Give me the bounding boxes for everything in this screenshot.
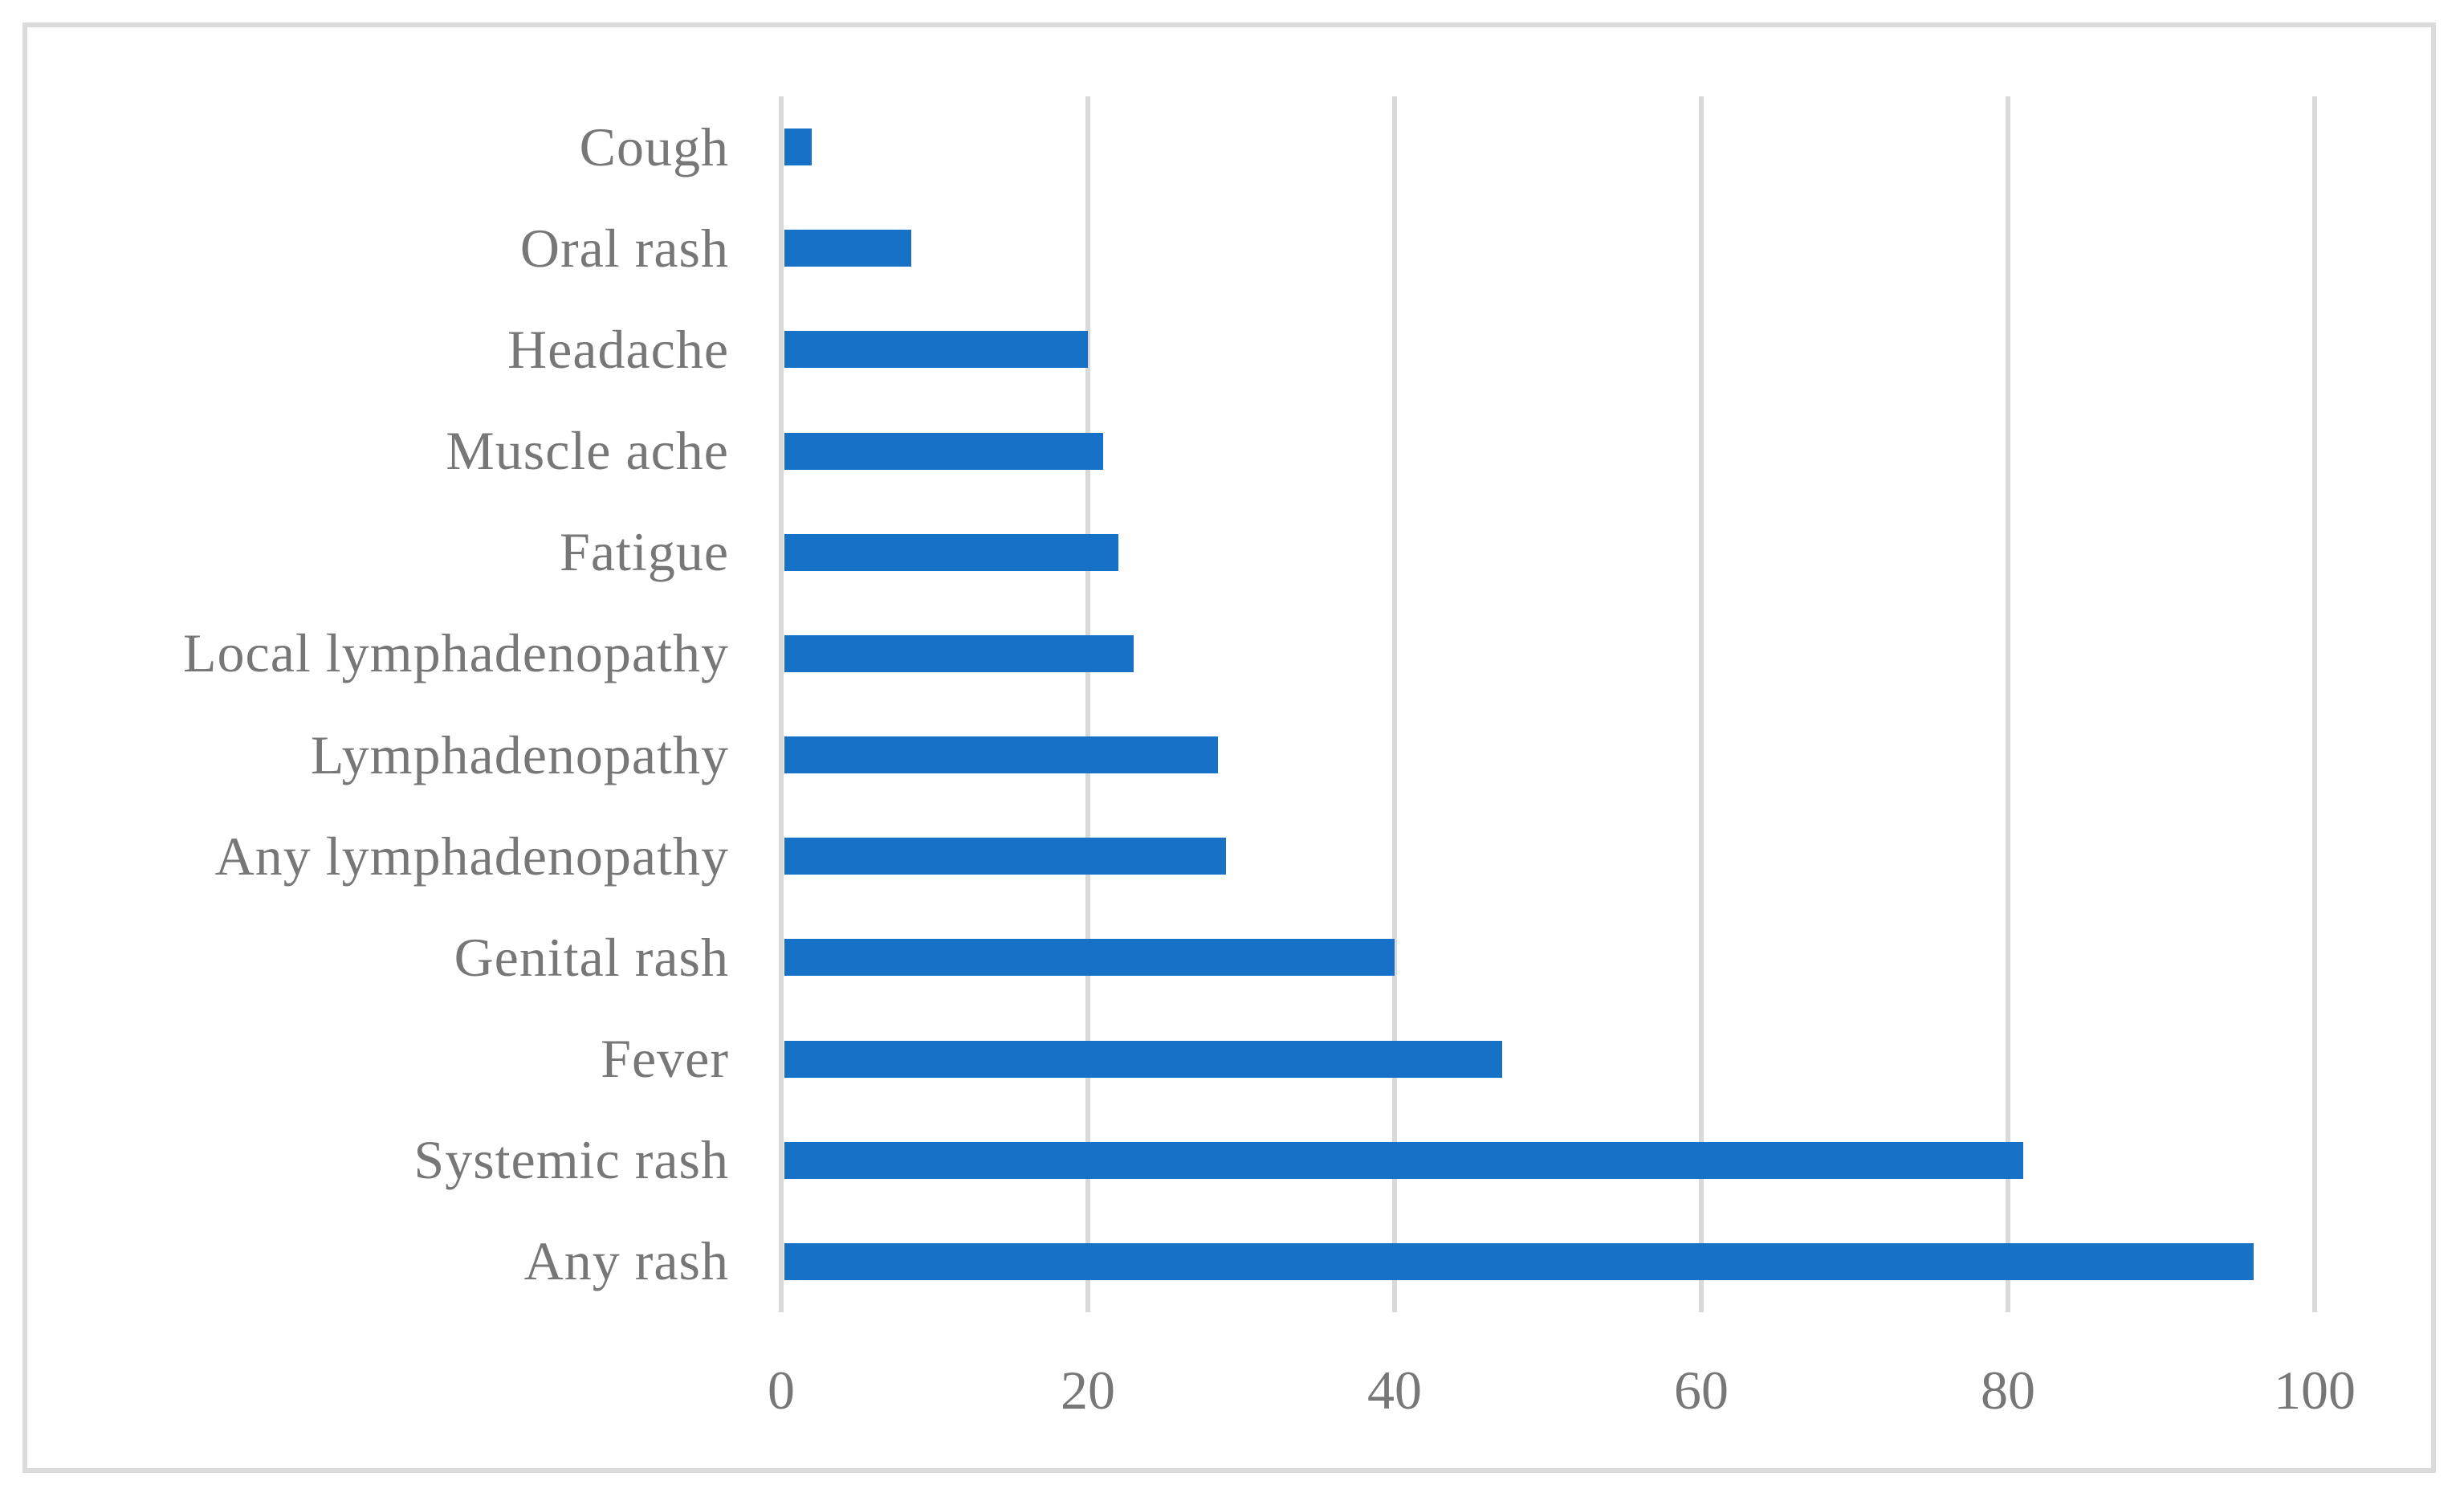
bar-local-lymphadenopathy xyxy=(784,634,1134,672)
bar-genital-rash xyxy=(784,939,1395,977)
x-tick-label-80: 80 xyxy=(1981,1360,2035,1421)
x-tick-label-40: 40 xyxy=(1367,1360,1422,1421)
category-label-systemic-rash: Systemic rash xyxy=(413,1129,729,1191)
bar-cough xyxy=(784,128,813,166)
x-tick-label-20: 20 xyxy=(1061,1360,1115,1421)
gridline-20 xyxy=(1085,96,1090,1312)
category-label-fever: Fever xyxy=(601,1028,729,1090)
bar-row-fatigue xyxy=(781,502,2315,603)
category-label-local-lymphadenopathy: Local lymphadenopathy xyxy=(182,622,729,684)
bar-row-systemic-rash xyxy=(781,1110,2315,1211)
bar-fever xyxy=(784,1040,1502,1078)
x-tick-label-0: 0 xyxy=(768,1360,795,1421)
category-label-oral-rash: Oral rash xyxy=(519,217,729,279)
bar-row-cough xyxy=(781,96,2315,198)
gridline-0 xyxy=(779,96,784,1312)
category-label-fatigue: Fatigue xyxy=(560,521,729,583)
category-label-any-lymphadenopathy: Any lymphadenopathy xyxy=(214,825,729,887)
bar-any-rash xyxy=(784,1242,2254,1280)
x-tick-label-60: 60 xyxy=(1674,1360,1729,1421)
bar-fatigue xyxy=(784,533,1119,571)
bar-row-genital-rash xyxy=(781,907,2315,1008)
gridline-80 xyxy=(2006,96,2010,1312)
chart-border xyxy=(22,22,2436,1473)
bars-layer xyxy=(781,96,2315,1312)
bar-row-any-lymphadenopathy xyxy=(781,806,2315,907)
bar-row-local-lymphadenopathy xyxy=(781,603,2315,704)
category-label-headache: Headache xyxy=(507,318,729,380)
bar-any-lymphadenopathy xyxy=(784,838,1226,875)
category-label-muscle-ache: Muscle ache xyxy=(446,420,729,482)
category-label-genital-rash: Genital rash xyxy=(454,926,729,988)
bar-systemic-rash xyxy=(784,1141,2024,1179)
plot-area xyxy=(779,96,2317,1312)
gridline-100 xyxy=(2312,96,2317,1312)
category-label-cough: Cough xyxy=(579,116,729,177)
category-axis: Cough Oral rash Headache Muscle ache Fatigue… xyxy=(32,96,729,1312)
bar-row-fever xyxy=(781,1009,2315,1110)
bar-row-lymphadenopathy xyxy=(781,704,2315,806)
bar-headache xyxy=(784,331,1088,369)
category-label-lymphadenopathy: Lymphadenopathy xyxy=(310,724,729,785)
bar-muscle-ache xyxy=(784,432,1104,470)
bar-oral-rash xyxy=(784,230,912,267)
bar-row-oral-rash xyxy=(781,198,2315,299)
gridline-40 xyxy=(1392,96,1397,1312)
gridline-60 xyxy=(1699,96,1704,1312)
x-tick-label-100: 100 xyxy=(2274,1360,2356,1421)
bar-row-muscle-ache xyxy=(781,401,2315,502)
bar-lymphadenopathy xyxy=(784,736,1219,774)
bar-row-any-rash xyxy=(781,1211,2315,1312)
bar-row-headache xyxy=(781,299,2315,400)
category-label-any-rash: Any rash xyxy=(523,1230,729,1292)
